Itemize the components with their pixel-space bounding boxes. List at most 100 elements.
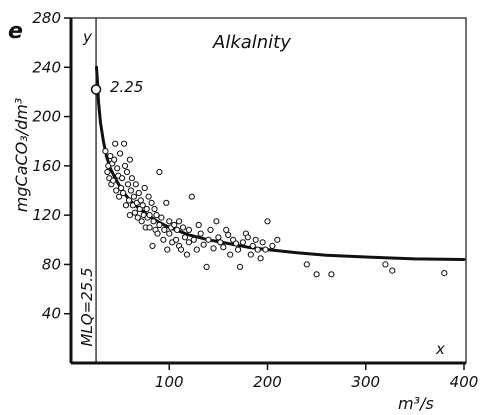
data-point [134, 214, 141, 221]
data-point [121, 162, 129, 169]
y-tick-label-200: 200 [32, 108, 61, 126]
data-point [223, 226, 230, 233]
data-point [150, 218, 157, 225]
data-point [249, 242, 256, 249]
fit-curve-layer [95, 65, 466, 261]
data-point [153, 212, 160, 219]
scatter-points [90, 84, 448, 278]
data-point [158, 214, 165, 221]
data-point [210, 245, 217, 252]
data-point [177, 246, 185, 253]
data-point [146, 212, 153, 219]
data-point [259, 239, 266, 246]
data-point [183, 251, 190, 258]
data-point [102, 148, 109, 155]
y-tick-label-160: 160 [32, 157, 61, 175]
data-point [123, 168, 131, 176]
data-point [188, 193, 195, 200]
data-point [313, 271, 320, 278]
data-point [254, 246, 261, 253]
data-point [213, 218, 220, 225]
data-point [247, 251, 254, 258]
data-point [156, 168, 163, 176]
data-point [166, 218, 173, 225]
data-point [104, 168, 111, 176]
x-axis-end-label: x [435, 340, 445, 358]
y-tick-label-120: 120 [32, 206, 61, 224]
data-point [234, 246, 242, 253]
x-tick-label-300: 300 [351, 373, 380, 391]
data-point [195, 221, 202, 229]
x-tick-label-400: 400 [450, 373, 479, 391]
data-point [185, 239, 192, 246]
data-point [126, 156, 133, 163]
data-point [220, 244, 227, 251]
data-point [154, 230, 161, 237]
data-point [179, 224, 187, 231]
data-point [114, 165, 121, 172]
data-point [389, 267, 396, 274]
data-point [161, 226, 168, 233]
data-point [121, 140, 128, 147]
data-point [264, 218, 271, 225]
data-point [146, 224, 153, 231]
data-point [113, 187, 120, 194]
data-point [262, 246, 269, 253]
y-axis-end-label: y [82, 28, 93, 46]
data-point [138, 218, 145, 225]
data-point [112, 140, 119, 147]
y-tick-label-280: 280 [32, 9, 61, 27]
y-tick-label-240: 240 [32, 58, 61, 76]
data-point [126, 212, 133, 219]
data-point [156, 221, 163, 229]
data-point [117, 150, 124, 157]
data-point [193, 246, 200, 253]
data-point [225, 231, 232, 238]
fit-curve [95, 65, 466, 261]
data-point [110, 177, 117, 184]
data-point [200, 241, 207, 248]
data-point [207, 226, 214, 233]
data-point [215, 234, 222, 241]
data-point [239, 239, 246, 246]
data-point [171, 221, 178, 229]
data-point [269, 242, 276, 249]
data-point [107, 152, 114, 160]
data-point [217, 239, 224, 246]
x-tick-label-200: 200 [253, 373, 282, 391]
data-point [257, 255, 264, 262]
chart-title: Alkalnity [212, 32, 291, 53]
data-point [130, 193, 137, 200]
data-point [122, 202, 130, 209]
data-point [233, 240, 240, 247]
data-point [166, 230, 173, 237]
data-point [143, 205, 150, 213]
data-point [197, 230, 204, 237]
data-point [145, 193, 152, 200]
data-point [236, 263, 244, 270]
data-point [181, 234, 189, 241]
data-point [173, 236, 180, 243]
data-point [203, 263, 210, 270]
data-point [185, 226, 192, 233]
marker-point [90, 84, 102, 95]
data-point [274, 236, 281, 243]
data-point [139, 202, 146, 209]
data-point [163, 199, 170, 206]
panel-letter: e [8, 19, 23, 44]
data-point [148, 199, 155, 206]
data-point [119, 175, 126, 182]
data-point [124, 181, 132, 188]
data-point [135, 189, 142, 197]
data-point [174, 226, 181, 233]
x-axis-title: m³/s [398, 394, 434, 413]
data-point [244, 234, 251, 241]
data-point [132, 181, 139, 188]
data-point [141, 184, 148, 192]
y-tick-label-40: 40 [42, 305, 61, 323]
marker-point-label: 2.25 [110, 78, 143, 96]
data-point [118, 184, 125, 192]
y-tick-label-80: 80 [42, 255, 61, 273]
data-point [160, 236, 167, 243]
data-point [252, 236, 259, 243]
